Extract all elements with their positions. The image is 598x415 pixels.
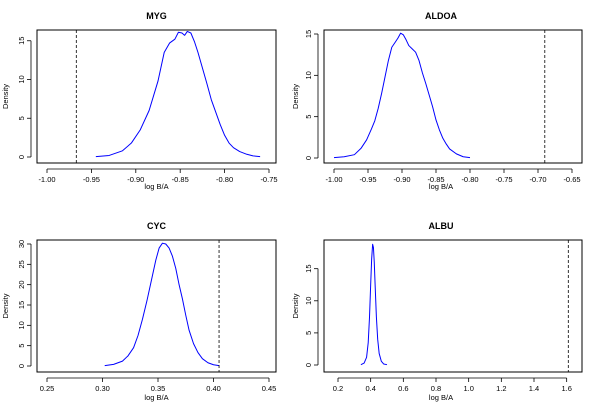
y-tick-label: 10 xyxy=(304,71,313,79)
plot-marks xyxy=(360,240,569,372)
plot-marks xyxy=(75,30,261,163)
y-tick-label: 10 xyxy=(17,321,26,329)
panel-albu: ALBU 0.2 0.4 0.6 0.8 1.0 1.2 1.4 1.6 0 5 10 15 log… xyxy=(291,221,583,402)
y-tick-label: 30 xyxy=(17,240,26,248)
panel-title: MYG xyxy=(146,11,167,21)
panel-myg: MYG -1.00 -0.95 -0.90 -0.85 -0.80 -0.75 0 5 10 1… xyxy=(1,11,278,191)
x-axis: -1.00 -0.95 -0.90 -0.85 -0.80 -0.75 -0.70 -0.65 xyxy=(325,168,581,184)
y-tick-label: 5 xyxy=(304,115,313,119)
y-axis-label: Density xyxy=(291,293,300,318)
x-tick-label: 0.30 xyxy=(95,384,110,393)
y-tick-label: 15 xyxy=(304,30,313,38)
x-axis: 0.2 0.4 0.6 0.8 1.0 1.2 1.4 1.6 xyxy=(333,377,572,393)
x-tick-label: 0.2 xyxy=(333,384,343,393)
y-axis: 0 5 10 15 xyxy=(304,265,319,367)
y-tick-label: 10 xyxy=(304,297,313,305)
x-tick-label: -0.65 xyxy=(563,175,580,184)
y-tick-label: 0 xyxy=(17,155,26,159)
x-axis-label: log B/A xyxy=(429,393,453,402)
y-axis: 0 5 10 15 20 25 30 xyxy=(17,240,32,368)
y-tick-label: 5 xyxy=(17,116,26,120)
y-tick-label: 0 xyxy=(304,156,313,160)
panel-title: ALBU xyxy=(429,221,454,231)
y-axis-label: Density xyxy=(291,84,300,109)
x-tick-label: -1.00 xyxy=(38,175,55,184)
plot-marks xyxy=(333,30,546,163)
x-tick-label: 1.6 xyxy=(561,384,571,393)
density-curve xyxy=(333,32,471,159)
plot-frame xyxy=(36,29,277,164)
plot-frame xyxy=(323,239,583,373)
x-tick-label: -1.00 xyxy=(325,175,342,184)
plot-marks xyxy=(104,240,220,372)
plot-frame xyxy=(323,29,583,164)
x-tick-label: -0.75 xyxy=(495,175,512,184)
y-axis: 0 5 10 15 xyxy=(17,37,32,159)
y-tick-label: 5 xyxy=(304,331,313,335)
x-tick-label: 1.2 xyxy=(496,384,506,393)
x-tick-label: 0.8 xyxy=(431,384,441,393)
y-axis-label: Density xyxy=(1,84,10,109)
x-tick-label: -0.95 xyxy=(83,175,100,184)
y-tick-label: 0 xyxy=(17,364,26,368)
x-tick-label: -0.80 xyxy=(216,175,233,184)
x-tick-label: 0.35 xyxy=(151,384,166,393)
x-tick-label: 0.6 xyxy=(398,384,408,393)
y-tick-label: 10 xyxy=(17,75,26,83)
panel-title: CYC xyxy=(147,221,167,231)
y-tick-label: 20 xyxy=(17,280,26,288)
y-tick-label: 15 xyxy=(304,265,313,273)
y-tick-label: 25 xyxy=(17,260,26,268)
x-tick-label: -0.80 xyxy=(461,175,478,184)
x-tick-label: -0.90 xyxy=(393,175,410,184)
y-tick-label: 5 xyxy=(17,344,26,348)
y-tick-label: 0 xyxy=(304,363,313,367)
panel-title: ALDOA xyxy=(425,11,457,21)
x-axis: 0.25 0.30 0.35 0.40 0.45 xyxy=(40,377,277,393)
plot-frame xyxy=(36,239,277,373)
density-curve xyxy=(360,243,388,366)
y-axis-label: Density xyxy=(1,293,10,318)
x-tick-label: 0.4 xyxy=(365,384,375,393)
density-curve xyxy=(104,242,220,367)
density-curve xyxy=(95,30,261,158)
x-tick-label: -0.75 xyxy=(260,175,277,184)
x-axis-label: log B/A xyxy=(429,182,453,191)
x-tick-label: 1.4 xyxy=(529,384,539,393)
y-tick-label: 15 xyxy=(17,37,26,45)
x-axis-label: log B/A xyxy=(144,393,168,402)
x-axis-label: log B/A xyxy=(144,182,168,191)
x-tick-label: 0.25 xyxy=(40,384,55,393)
x-tick-label: 1.0 xyxy=(463,384,473,393)
x-tick-label: -0.70 xyxy=(529,175,546,184)
panel-cyc: CYC 0.25 0.30 0.35 0.40 0.45 0 5 10 15 20 25 30 lo… xyxy=(1,221,277,402)
x-tick-label: 0.45 xyxy=(262,384,277,393)
x-tick-label: -0.85 xyxy=(172,175,189,184)
y-tick-label: 15 xyxy=(17,301,26,309)
x-tick-label: -0.90 xyxy=(127,175,144,184)
x-tick-label: -0.85 xyxy=(427,175,444,184)
x-axis: -1.00 -0.95 -0.90 -0.85 -0.80 -0.75 xyxy=(38,168,278,184)
x-tick-label: 0.40 xyxy=(206,384,221,393)
x-tick-label: -0.95 xyxy=(359,175,376,184)
panel-aldoa: ALDOA -1.00 -0.95 -0.90 -0.85 -0.80 -0.75 -0.7… xyxy=(291,11,583,191)
y-axis: 0 5 10 15 xyxy=(304,30,319,160)
